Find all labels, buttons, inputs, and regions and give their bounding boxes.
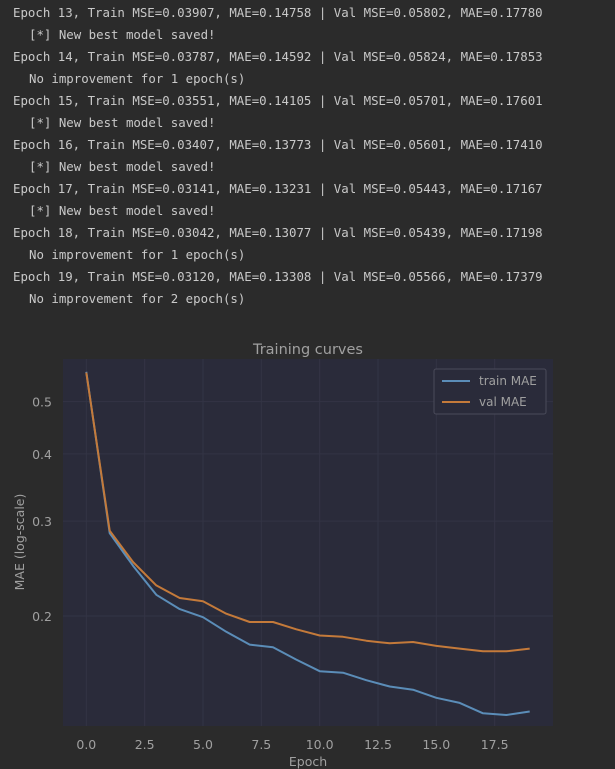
grid	[63, 359, 553, 726]
series-line-train-mae	[85, 371, 530, 716]
y-axis-label: MAE (log-scale)	[12, 494, 27, 591]
ticks: 0.0 2.5 5.0 7.5 10.0 12.5 15.0 17.5 0.2 0.3 0.4 0.5	[32, 395, 508, 752]
y-tick-label: 0.4	[32, 447, 52, 462]
console-status-line: No improvement for 1 epoch(s)	[29, 247, 246, 262]
console-epoch-line: Epoch 13, Train MSE=0.03907, MAE=0.14758…	[13, 5, 543, 20]
console-status-line: No improvement for 2 epoch(s)	[29, 291, 246, 306]
console-epoch-line: Epoch 17, Train MSE=0.03141, MAE=0.13231…	[13, 181, 543, 196]
x-tick-label: 12.5	[364, 737, 392, 752]
series-line-val-mae	[85, 372, 530, 653]
console-epoch-line: Epoch 15, Train MSE=0.03551, MAE=0.14105…	[13, 93, 543, 108]
legend: train MAE val MAE	[433, 368, 547, 415]
console-status-line: [*] New best model saved!	[29, 27, 216, 42]
legend-label-train-mae: train MAE	[479, 374, 537, 388]
chart-title: Training curves	[252, 342, 363, 358]
x-tick-label: 0.0	[76, 737, 96, 752]
x-tick-label: 10.0	[306, 737, 334, 752]
console-status-line: [*] New best model saved!	[29, 203, 216, 218]
console-epoch-line: Epoch 18, Train MSE=0.03042, MAE=0.13077…	[13, 225, 543, 240]
series-lines	[85, 371, 530, 716]
x-tick-label: 17.5	[481, 737, 509, 752]
console-status-line: [*] New best model saved!	[29, 159, 216, 174]
console-epoch-line: Epoch 16, Train MSE=0.03407, MAE=0.13773…	[13, 137, 543, 152]
console-status-line: [*] New best model saved!	[29, 115, 216, 130]
x-axis-label: Epoch	[289, 754, 327, 769]
x-tick-label: 7.5	[251, 737, 271, 752]
x-tick-label: 5.0	[193, 737, 213, 752]
chart-svg: 0.0 2.5 5.0 7.5 10.0 12.5 15.0 17.5 0.2 0.3 0.4 0.5…	[0, 335, 615, 769]
console-epoch-line: Epoch 14, Train MSE=0.03787, MAE=0.14592…	[13, 49, 543, 64]
x-tick-label: 15.0	[422, 737, 450, 752]
legend-label-val-mae: val MAE	[479, 395, 527, 409]
y-tick-label: 0.2	[32, 609, 52, 624]
console-status-line: No improvement for 1 epoch(s)	[29, 71, 246, 86]
training-curves-plot: 0.0 2.5 5.0 7.5 10.0 12.5 15.0 17.5 0.2 0.3 0.4 0.5…	[0, 335, 615, 769]
y-tick-label: 0.3	[32, 514, 52, 529]
y-tick-label: 0.5	[32, 395, 52, 410]
x-tick-label: 2.5	[135, 737, 155, 752]
console-epoch-line: Epoch 19, Train MSE=0.03120, MAE=0.13308…	[13, 269, 543, 284]
